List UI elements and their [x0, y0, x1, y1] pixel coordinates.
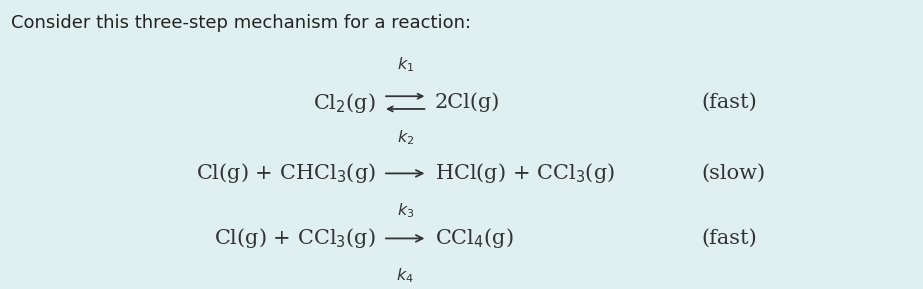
Text: $k_3$: $k_3$ — [397, 202, 414, 220]
Text: Cl(g) + CCl$_3$(g): Cl(g) + CCl$_3$(g) — [214, 226, 376, 251]
Text: HCl(g) + CCl$_3$(g): HCl(g) + CCl$_3$(g) — [435, 161, 615, 186]
Text: (fast): (fast) — [701, 93, 757, 112]
Text: 2Cl(g): 2Cl(g) — [435, 93, 500, 112]
Text: (fast): (fast) — [701, 229, 757, 248]
Text: (slow): (slow) — [701, 164, 765, 183]
Text: Cl(g) + CHCl$_3$(g): Cl(g) + CHCl$_3$(g) — [196, 161, 376, 186]
Text: CCl$_4$(g): CCl$_4$(g) — [435, 226, 513, 251]
Text: Consider this three-step mechanism for a reaction:: Consider this three-step mechanism for a… — [11, 14, 472, 32]
Text: $k_2$: $k_2$ — [397, 128, 414, 147]
Text: Cl$_2$(g): Cl$_2$(g) — [313, 90, 376, 115]
Text: $k_1$: $k_1$ — [397, 56, 414, 74]
Text: $k_4$: $k_4$ — [396, 267, 414, 285]
